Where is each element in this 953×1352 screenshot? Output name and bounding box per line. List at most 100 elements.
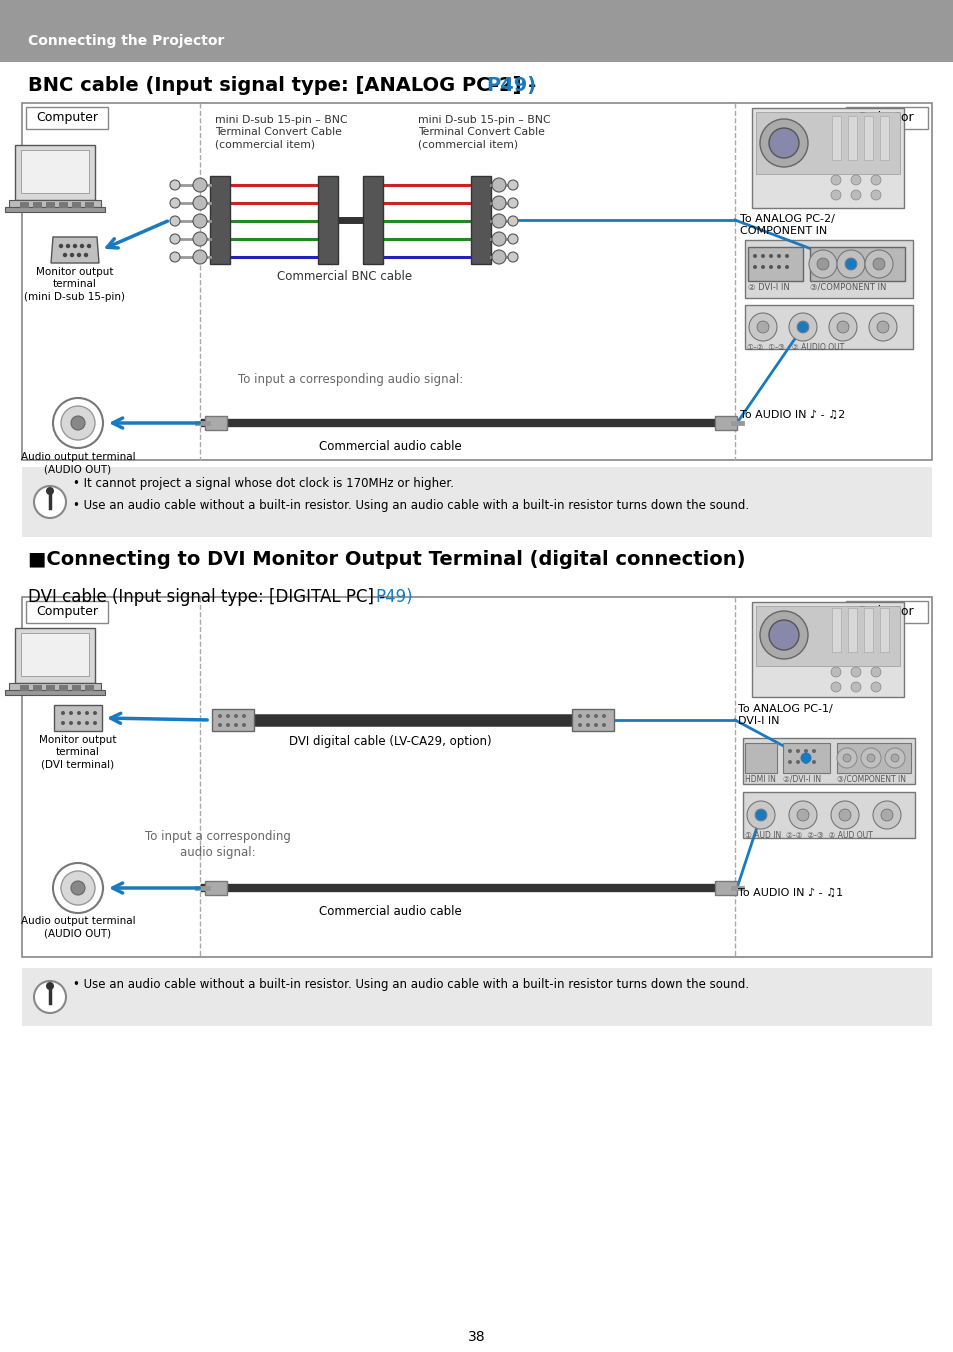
- Circle shape: [601, 723, 605, 727]
- Circle shape: [844, 258, 856, 269]
- Circle shape: [53, 397, 103, 448]
- Bar: [59, 687, 68, 688]
- Bar: [714, 882, 737, 895]
- Circle shape: [85, 711, 89, 715]
- Circle shape: [811, 760, 815, 764]
- Circle shape: [170, 180, 180, 191]
- Bar: [845, 602, 927, 623]
- Circle shape: [71, 416, 85, 430]
- Bar: [5, 690, 105, 695]
- Circle shape: [803, 760, 807, 764]
- Circle shape: [830, 681, 841, 692]
- Circle shape: [768, 265, 772, 269]
- Text: ② DVI-I IN: ② DVI-I IN: [747, 283, 789, 292]
- Circle shape: [795, 749, 800, 753]
- Text: Monitor output
terminal
(DVI terminal): Monitor output terminal (DVI terminal): [39, 735, 116, 769]
- Circle shape: [492, 178, 505, 192]
- Circle shape: [226, 714, 230, 718]
- Bar: [879, 116, 888, 160]
- Circle shape: [864, 250, 892, 279]
- Circle shape: [87, 243, 91, 249]
- Bar: [22, 466, 931, 537]
- Bar: [46, 685, 55, 687]
- Bar: [71, 204, 81, 206]
- Circle shape: [828, 314, 856, 341]
- Circle shape: [816, 258, 828, 270]
- Text: • Use an audio cable without a built-in resistor. Using an audio cable with a bu: • Use an audio cable without a built-in …: [73, 499, 748, 512]
- Bar: [20, 685, 29, 687]
- Circle shape: [492, 214, 505, 228]
- Circle shape: [72, 243, 77, 249]
- Bar: [20, 207, 29, 208]
- Bar: [714, 416, 737, 430]
- Bar: [20, 204, 29, 206]
- Bar: [205, 882, 227, 895]
- Circle shape: [193, 250, 207, 264]
- Circle shape: [850, 174, 861, 185]
- Circle shape: [836, 250, 864, 279]
- Text: To input a corresponding
audio signal:: To input a corresponding audio signal:: [145, 830, 291, 859]
- Bar: [744, 306, 912, 349]
- Bar: [847, 116, 856, 160]
- Bar: [836, 744, 910, 773]
- Circle shape: [754, 808, 766, 821]
- Circle shape: [170, 216, 180, 226]
- Bar: [809, 247, 904, 281]
- Text: ③/COMPONENT IN: ③/COMPONENT IN: [836, 775, 905, 784]
- Circle shape: [492, 250, 505, 264]
- Bar: [33, 690, 42, 691]
- Text: mini D-sub 15-pin – BNC
Terminal Convert Cable
(commercial item): mini D-sub 15-pin – BNC Terminal Convert…: [214, 115, 347, 150]
- Circle shape: [872, 258, 884, 270]
- Circle shape: [507, 234, 517, 243]
- Bar: [71, 201, 81, 204]
- Circle shape: [870, 681, 880, 692]
- Text: Commercial BNC cable: Commercial BNC cable: [277, 270, 412, 283]
- Circle shape: [836, 748, 856, 768]
- Bar: [751, 602, 903, 698]
- Circle shape: [61, 406, 95, 439]
- Bar: [71, 690, 81, 691]
- Bar: [744, 241, 912, 297]
- Text: To ANALOG PC-1/
DVI-I IN: To ANALOG PC-1/ DVI-I IN: [738, 704, 832, 726]
- Circle shape: [69, 721, 73, 725]
- Bar: [863, 608, 872, 652]
- Circle shape: [34, 485, 66, 518]
- Text: Commercial audio cable: Commercial audio cable: [318, 439, 461, 453]
- Circle shape: [193, 178, 207, 192]
- Circle shape: [800, 753, 811, 764]
- Circle shape: [842, 754, 850, 763]
- Bar: [22, 103, 931, 460]
- Text: To ANALOG PC-2/
COMPONENT IN: To ANALOG PC-2/ COMPONENT IN: [740, 214, 834, 237]
- Circle shape: [880, 808, 892, 821]
- Bar: [59, 690, 68, 691]
- Bar: [9, 200, 101, 210]
- Circle shape: [768, 128, 799, 158]
- Circle shape: [890, 754, 898, 763]
- Bar: [9, 683, 101, 692]
- Circle shape: [830, 800, 858, 829]
- Bar: [0, 0, 953, 62]
- Text: ① AUD IN  ②-②  ②-③  ② AUD OUT: ① AUD IN ②-② ②-③ ② AUD OUT: [744, 831, 872, 840]
- Circle shape: [850, 191, 861, 200]
- Circle shape: [830, 174, 841, 185]
- Circle shape: [844, 258, 856, 270]
- Bar: [744, 744, 776, 773]
- Text: • Use an audio cable without a built-in resistor. Using an audio cable with a bu: • Use an audio cable without a built-in …: [73, 977, 748, 991]
- Bar: [22, 968, 931, 1026]
- Circle shape: [797, 322, 807, 333]
- Bar: [46, 207, 55, 208]
- Circle shape: [784, 265, 788, 269]
- Bar: [210, 176, 230, 264]
- Circle shape: [876, 320, 888, 333]
- Circle shape: [233, 723, 237, 727]
- Circle shape: [578, 723, 581, 727]
- Circle shape: [808, 250, 836, 279]
- Circle shape: [752, 265, 757, 269]
- Text: Commercial audio cable: Commercial audio cable: [318, 904, 461, 918]
- Circle shape: [755, 810, 765, 821]
- Bar: [46, 201, 55, 204]
- Circle shape: [787, 760, 791, 764]
- Bar: [33, 685, 42, 687]
- Text: Audio output terminal
(AUDIO OUT): Audio output terminal (AUDIO OUT): [21, 452, 135, 475]
- Circle shape: [811, 749, 815, 753]
